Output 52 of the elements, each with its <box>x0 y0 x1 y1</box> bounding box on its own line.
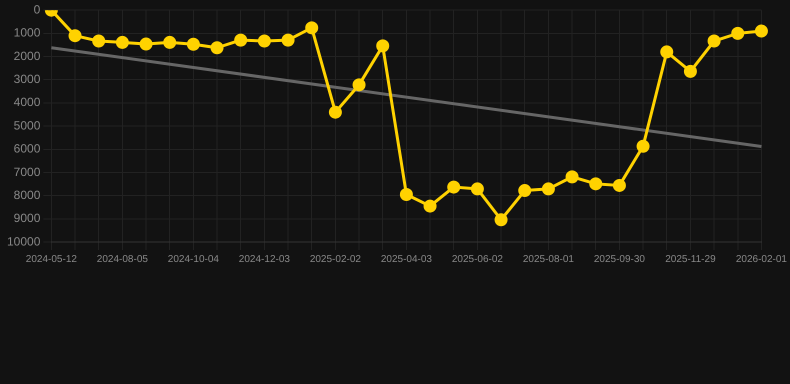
x-tick-label: 2025-09-30 <box>594 254 646 265</box>
point <box>660 45 674 58</box>
y-tick-label: 4000 <box>14 95 41 110</box>
point <box>352 78 366 92</box>
x-tick-label: 2026-02-01 <box>736 254 788 265</box>
y-tick-label: 0 <box>34 2 41 17</box>
y-tick-label: 7000 <box>14 164 41 179</box>
y-tick-label: 2000 <box>14 48 41 63</box>
point <box>518 184 532 198</box>
point <box>424 200 437 213</box>
point <box>684 64 697 78</box>
point <box>186 38 200 51</box>
point <box>589 177 602 190</box>
point <box>542 182 555 196</box>
point <box>92 34 106 48</box>
x-tick-label: 2025-06-02 <box>452 254 504 265</box>
point <box>400 188 413 201</box>
y-tick-label: 3000 <box>14 72 41 86</box>
point <box>234 34 248 47</box>
point <box>163 36 176 49</box>
point <box>470 182 484 196</box>
y-tick-label: 10000 <box>6 234 41 248</box>
point <box>754 24 768 38</box>
point <box>612 178 626 192</box>
point <box>116 36 129 49</box>
x-tick-label: 2025-08-01 <box>522 254 574 265</box>
point <box>447 180 460 194</box>
y-tick-label: 6000 <box>14 142 41 156</box>
point <box>376 39 390 52</box>
point <box>140 38 153 51</box>
y-tick-label: 1000 <box>14 26 41 40</box>
x-tick-label: 2024-10-04 <box>168 254 220 265</box>
y-tick-label: 9000 <box>14 211 41 226</box>
point <box>210 41 224 54</box>
point <box>68 29 82 42</box>
point <box>731 26 744 40</box>
point <box>305 21 318 34</box>
point <box>708 34 721 48</box>
point <box>494 213 508 226</box>
y-tick-label: 5000 <box>14 118 41 132</box>
x-tick-label: 2024-05-12 <box>26 254 78 265</box>
point <box>258 34 271 48</box>
y-tick-label: 8000 <box>14 188 41 202</box>
x-tick-label: 2025-04-03 <box>380 254 432 265</box>
x-tick-label: 2025-02-02 <box>310 254 362 265</box>
point <box>328 106 342 119</box>
point <box>282 34 295 47</box>
x-tick-label: 2024-08-05 <box>96 254 148 265</box>
point <box>566 170 579 184</box>
point <box>636 140 650 153</box>
x-tick-label: 2024-12-03 <box>238 254 290 265</box>
x-tick-label: 2025-11-29 <box>665 254 716 265</box>
